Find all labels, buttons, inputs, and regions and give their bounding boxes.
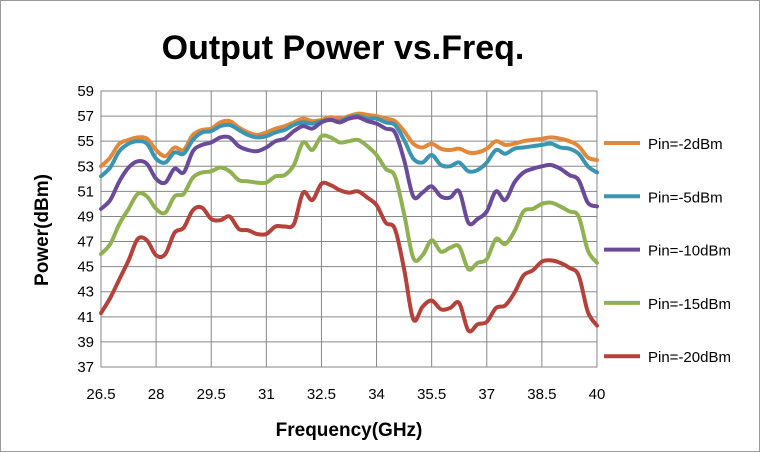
series-line-4 (99, 133, 599, 272)
y-tick-label: 51 (77, 183, 94, 200)
y-tick-label: 55 (77, 133, 94, 150)
legend-label-5: Pin=-20dBm (648, 349, 731, 366)
x-tick-label: 34 (368, 386, 385, 403)
x-tick-label: 35.5 (417, 386, 446, 403)
series-line-3 (99, 115, 599, 227)
x-tick-label: 40 (589, 386, 606, 403)
x-tick-label: 26.5 (86, 386, 115, 403)
y-tick-label: 37 (77, 359, 94, 376)
legend: Pin=-2dBm Pin=-5dBm Pin=-10dBm Pin=-15dBm Pi… (604, 136, 731, 366)
x-tick-label: 28 (148, 386, 165, 403)
y-tick-label: 53 (77, 158, 94, 175)
y-tick-label: 45 (77, 259, 94, 276)
plot-border (100, 90, 598, 368)
plot-area (101, 91, 597, 367)
legend-label-3: Pin=-10dBm (648, 243, 731, 260)
y-tick-label: 47 (77, 234, 94, 251)
x-tick-label: 31 (258, 386, 275, 403)
y-tick-label: 59 (77, 83, 94, 100)
x-tick-label: 29.5 (197, 386, 226, 403)
y-axis-label: Power(dBm) (32, 174, 53, 286)
chart-title: Output Power vs.Freq. (162, 29, 525, 67)
series-line-5 (99, 180, 599, 334)
tick-labels: 26.5 28 29.5 31 32.5 34 35.5 37 38.5 40 37 39 41 43 45… (77, 83, 605, 403)
x-tick-label: 38.5 (527, 386, 556, 403)
y-tick-label: 41 (77, 309, 94, 326)
legend-label-1: Pin=-2dBm (648, 136, 723, 153)
x-tick-label: 37 (478, 386, 495, 403)
legend-label-4: Pin=-15dBm (648, 296, 731, 313)
x-tick-label: 32.5 (307, 386, 336, 403)
y-tick-label: 39 (77, 334, 94, 351)
y-tick-label: 43 (77, 284, 94, 301)
legend-label-2: Pin=-5dBm (648, 189, 723, 206)
y-tick-label: 49 (77, 208, 94, 225)
series-group (99, 111, 599, 334)
x-axis-label: Frequency(GHz) (276, 420, 423, 441)
y-tick-label: 57 (77, 108, 94, 125)
